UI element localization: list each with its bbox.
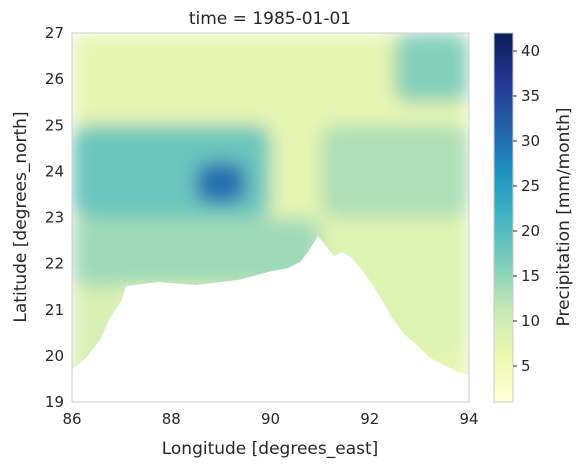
heat-region-4 bbox=[196, 162, 246, 204]
x-tick-label: 88 bbox=[162, 410, 181, 428]
colorbar: 5 10 15 20 25 30 35 40 Precipitation [mm/month] bbox=[493, 32, 574, 403]
y-tick-label: 25 bbox=[45, 116, 64, 134]
plot-area bbox=[71, 32, 470, 403]
colorbar-tick-label: 10 bbox=[521, 312, 540, 330]
heat-region-6 bbox=[72, 217, 321, 287]
plot-frame bbox=[71, 32, 470, 403]
colorbar-tick-label: 35 bbox=[521, 87, 540, 105]
colorbar-ticks: 5 10 15 20 25 30 35 40 bbox=[513, 42, 540, 375]
chart-title: time = 1985-01-01 bbox=[189, 9, 351, 29]
y-tick-label: 24 bbox=[45, 162, 64, 180]
y-tick-label: 23 bbox=[45, 209, 64, 227]
x-tick-label: 94 bbox=[459, 410, 478, 428]
colorbar-tick-label: 5 bbox=[521, 357, 531, 375]
heat-region-1 bbox=[72, 33, 469, 126]
colorbar-label: Precipitation [mm/month] bbox=[554, 108, 574, 327]
y-tick-label: 26 bbox=[45, 70, 64, 88]
x-tick-label: 92 bbox=[360, 410, 379, 428]
heat-region-2 bbox=[394, 33, 469, 103]
colorbar-tick-label: 30 bbox=[521, 132, 540, 150]
x-axis-label: Longitude [degrees_east] bbox=[162, 439, 379, 459]
y-axis-label: Latitude [degrees_north] bbox=[11, 111, 31, 322]
x-tick-label: 90 bbox=[261, 410, 280, 428]
y-tick-label: 21 bbox=[45, 301, 64, 319]
y-tick-label: 19 bbox=[45, 393, 64, 411]
x-tick-label: 86 bbox=[62, 410, 81, 428]
colorbar-tick-label: 20 bbox=[521, 222, 540, 240]
colorbar-tick-label: 40 bbox=[521, 42, 540, 60]
heat-region-5 bbox=[320, 125, 469, 218]
precipitation-field bbox=[72, 33, 469, 402]
colorbar-gradient bbox=[493, 32, 514, 403]
y-tick-label: 22 bbox=[45, 255, 64, 273]
x-axis-ticks: 86 88 90 92 94 bbox=[62, 410, 478, 428]
y-tick-label: 27 bbox=[45, 24, 64, 42]
colorbar-tick-label: 15 bbox=[521, 267, 540, 285]
ocean-mask-bay-of-bengal bbox=[72, 236, 469, 402]
y-axis-ticks: 19 20 21 22 23 24 25 26 27 bbox=[45, 24, 64, 411]
y-tick-label: 20 bbox=[45, 347, 64, 365]
colorbar-tick-label: 25 bbox=[521, 177, 540, 195]
